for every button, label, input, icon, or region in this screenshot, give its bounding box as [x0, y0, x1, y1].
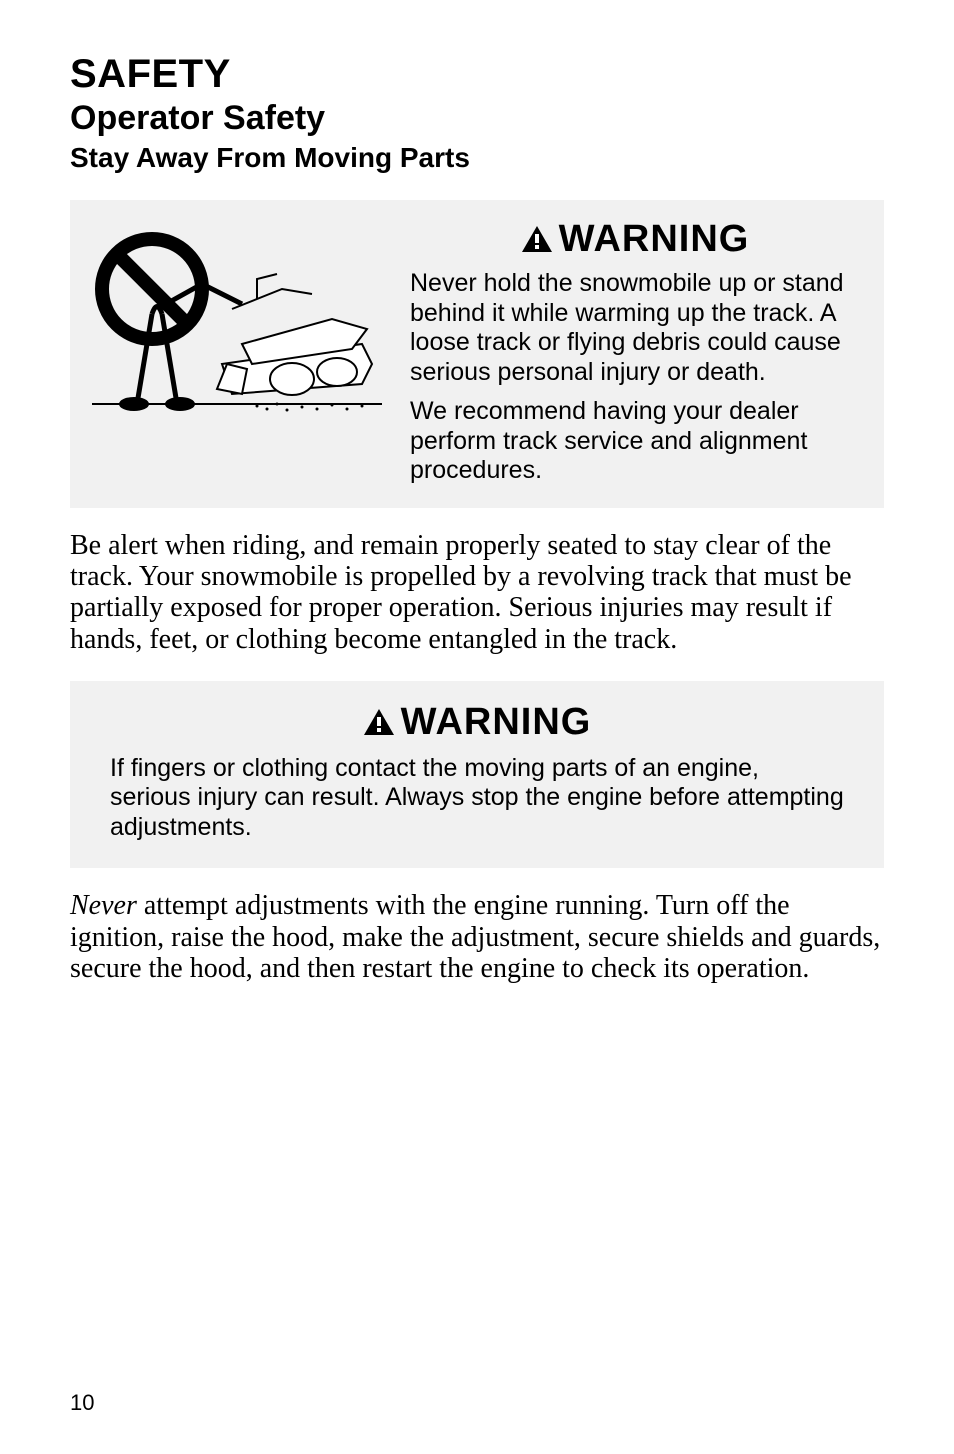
warning-1-para-2: We recommend having your dealer perform … [410, 397, 860, 486]
warning-label-2: WARNING [401, 701, 592, 743]
warning-triangle-icon [363, 703, 395, 746]
body-2-rest: attempt adjustments with the engine runn… [70, 890, 880, 984]
section-topic: Stay Away From Moving Parts [70, 142, 884, 174]
section-subtitle: Operator Safety [70, 99, 884, 138]
warning-2-para-1: If fingers or clothing contact the movin… [110, 754, 844, 843]
warning-box-2: WARNING If fingers or clothing contact t… [70, 681, 884, 869]
illustration-prohibit-stand-behind [92, 218, 402, 418]
body-paragraph-2: Never attempt adjustments with the engin… [70, 890, 884, 984]
warning-heading-2: WARNING [110, 701, 844, 746]
warning-label-1: WARNING [559, 218, 750, 260]
warning-box-1: WARNING Never hold the snowmobile up or … [70, 200, 884, 508]
warning-1-para-1: Never hold the snowmobile up or stand be… [410, 269, 860, 387]
warning-heading-1: WARNING [410, 218, 860, 263]
section-title: SAFETY [70, 52, 884, 97]
body-paragraph-1: Be alert when riding, and remain properl… [70, 530, 884, 655]
warning-triangle-icon [521, 220, 553, 263]
body-2-emphasis: Never [70, 890, 137, 921]
page-number: 10 [70, 1390, 94, 1416]
